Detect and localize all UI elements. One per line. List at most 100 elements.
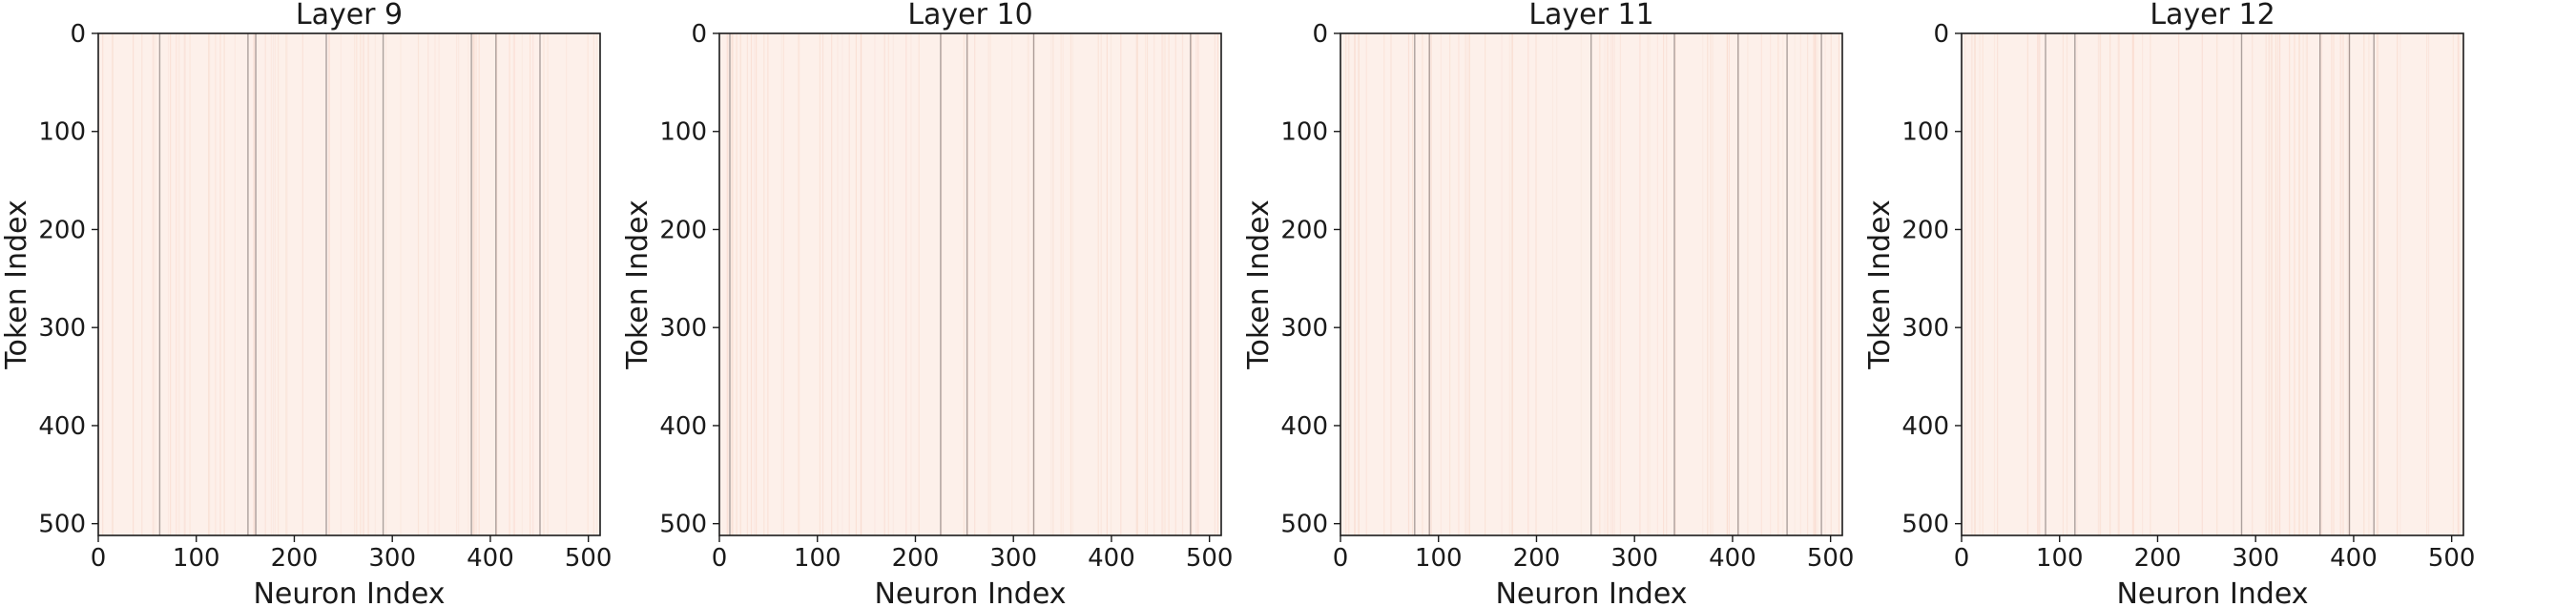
plot-frame: [97, 32, 601, 536]
x-tick-label: 500: [565, 544, 613, 573]
faint-column: [1466, 33, 1468, 535]
dark-neuron-column: [2319, 33, 2321, 535]
faint-column: [1799, 33, 1801, 535]
faint-column: [798, 33, 800, 535]
x-tick-label: 300: [1610, 544, 1658, 573]
faint-column: [1135, 33, 1137, 535]
faint-column: [183, 33, 185, 535]
faint-column: [1468, 33, 1470, 535]
faint-column: [841, 33, 843, 535]
faint-column: [595, 33, 598, 535]
faint-column: [1707, 33, 1709, 535]
faint-column: [2178, 33, 2180, 535]
dark-neuron-column: [495, 33, 497, 535]
faint-column: [2117, 33, 2119, 535]
faint-column: [456, 33, 458, 535]
faint-column: [1050, 33, 1052, 535]
faint-column: [2376, 33, 2378, 535]
faint-column: [746, 33, 748, 535]
faint-column: [1422, 33, 1423, 535]
faint-column: [1551, 33, 1554, 535]
faint-column: [2131, 33, 2133, 535]
y-axis-label: Token Index: [0, 199, 33, 369]
faint-column: [2097, 33, 2099, 535]
faint-column: [1511, 33, 1513, 535]
faint-column: [1813, 33, 1815, 535]
x-tick-label: 100: [794, 544, 841, 573]
faint-column: [2346, 33, 2348, 535]
faint-column: [1777, 33, 1779, 535]
faint-column: [1527, 33, 1529, 535]
faint-column: [264, 33, 266, 535]
faint-column: [2118, 33, 2120, 535]
faint-column: [274, 33, 277, 535]
faint-column: [1993, 33, 1996, 535]
dark-neuron-column: [255, 33, 257, 535]
x-tick-label: 400: [1709, 544, 1756, 573]
faint-column: [1824, 33, 1826, 535]
faint-column: [176, 33, 177, 535]
heatmap-background: [98, 33, 600, 535]
faint-column: [153, 33, 155, 535]
faint-column: [152, 33, 154, 535]
x-tick-label: 500: [2428, 544, 2476, 573]
faint-column: [799, 33, 800, 535]
faint-column: [2109, 33, 2111, 535]
faint-column: [219, 33, 221, 535]
faint-column: [1817, 33, 1818, 535]
heatmap-texture: [726, 33, 1219, 535]
faint-column: [438, 33, 440, 535]
faint-column: [1174, 33, 1176, 535]
faint-column: [1663, 33, 1665, 535]
faint-column: [767, 33, 769, 535]
faint-column: [1501, 33, 1503, 535]
faint-column: [1032, 33, 1034, 535]
chart-title: Layer 9: [296, 0, 403, 31]
faint-column: [754, 33, 756, 535]
faint-column: [726, 33, 728, 535]
faint-column: [883, 33, 885, 535]
faint-column: [1052, 33, 1054, 535]
faint-column: [1428, 33, 1430, 535]
dark-neuron-column: [2045, 33, 2046, 535]
faint-column: [1070, 33, 1071, 535]
y-tick-label: 200: [1901, 216, 1949, 244]
dark-neuron-column: [2373, 33, 2375, 535]
faint-column: [2271, 33, 2273, 535]
faint-column: [532, 33, 534, 535]
y-tick-label: 500: [659, 511, 707, 539]
faint-column: [2368, 33, 2370, 535]
faint-column: [848, 33, 850, 535]
x-tick-label: 100: [173, 544, 220, 573]
faint-column: [1191, 33, 1193, 535]
faint-column: [1345, 33, 1347, 535]
dark-neuron-column: [729, 33, 731, 535]
x-tick-label: 400: [1088, 544, 1135, 573]
dark-neuron-column: [247, 33, 249, 535]
faint-column: [2321, 33, 2323, 535]
faint-column: [1737, 33, 1739, 535]
faint-column: [782, 33, 784, 535]
faint-column: [178, 33, 180, 535]
faint-column: [855, 33, 857, 535]
faint-column: [1011, 33, 1013, 535]
dark-neuron-column: [1428, 33, 1430, 535]
faint-column: [512, 33, 514, 535]
y-tick-label: 500: [38, 511, 86, 539]
faint-column: [2026, 33, 2028, 535]
faint-column: [2038, 33, 2040, 535]
faint-column: [2062, 33, 2064, 535]
faint-column: [340, 33, 342, 535]
faint-column: [1814, 33, 1816, 535]
faint-column: [1430, 33, 1432, 535]
faint-column: [1556, 33, 1558, 535]
faint-column: [2201, 33, 2203, 535]
faint-column: [2341, 33, 2343, 535]
faint-column: [1971, 33, 1973, 535]
faint-column: [892, 33, 894, 535]
faint-column: [756, 33, 758, 535]
faint-column: [254, 33, 256, 535]
plot-frame: [1340, 32, 1843, 536]
